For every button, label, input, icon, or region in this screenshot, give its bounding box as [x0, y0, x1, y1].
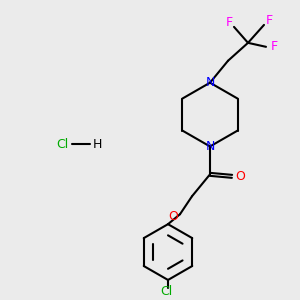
Text: O: O [235, 170, 245, 183]
Text: N: N [205, 140, 215, 153]
Text: O: O [168, 210, 178, 223]
Text: Cl: Cl [160, 285, 172, 298]
Text: F: F [270, 40, 278, 53]
Text: H: H [92, 138, 102, 151]
Text: F: F [225, 16, 233, 29]
Text: Cl: Cl [56, 138, 68, 151]
Text: N: N [205, 76, 215, 89]
Text: F: F [266, 14, 273, 27]
